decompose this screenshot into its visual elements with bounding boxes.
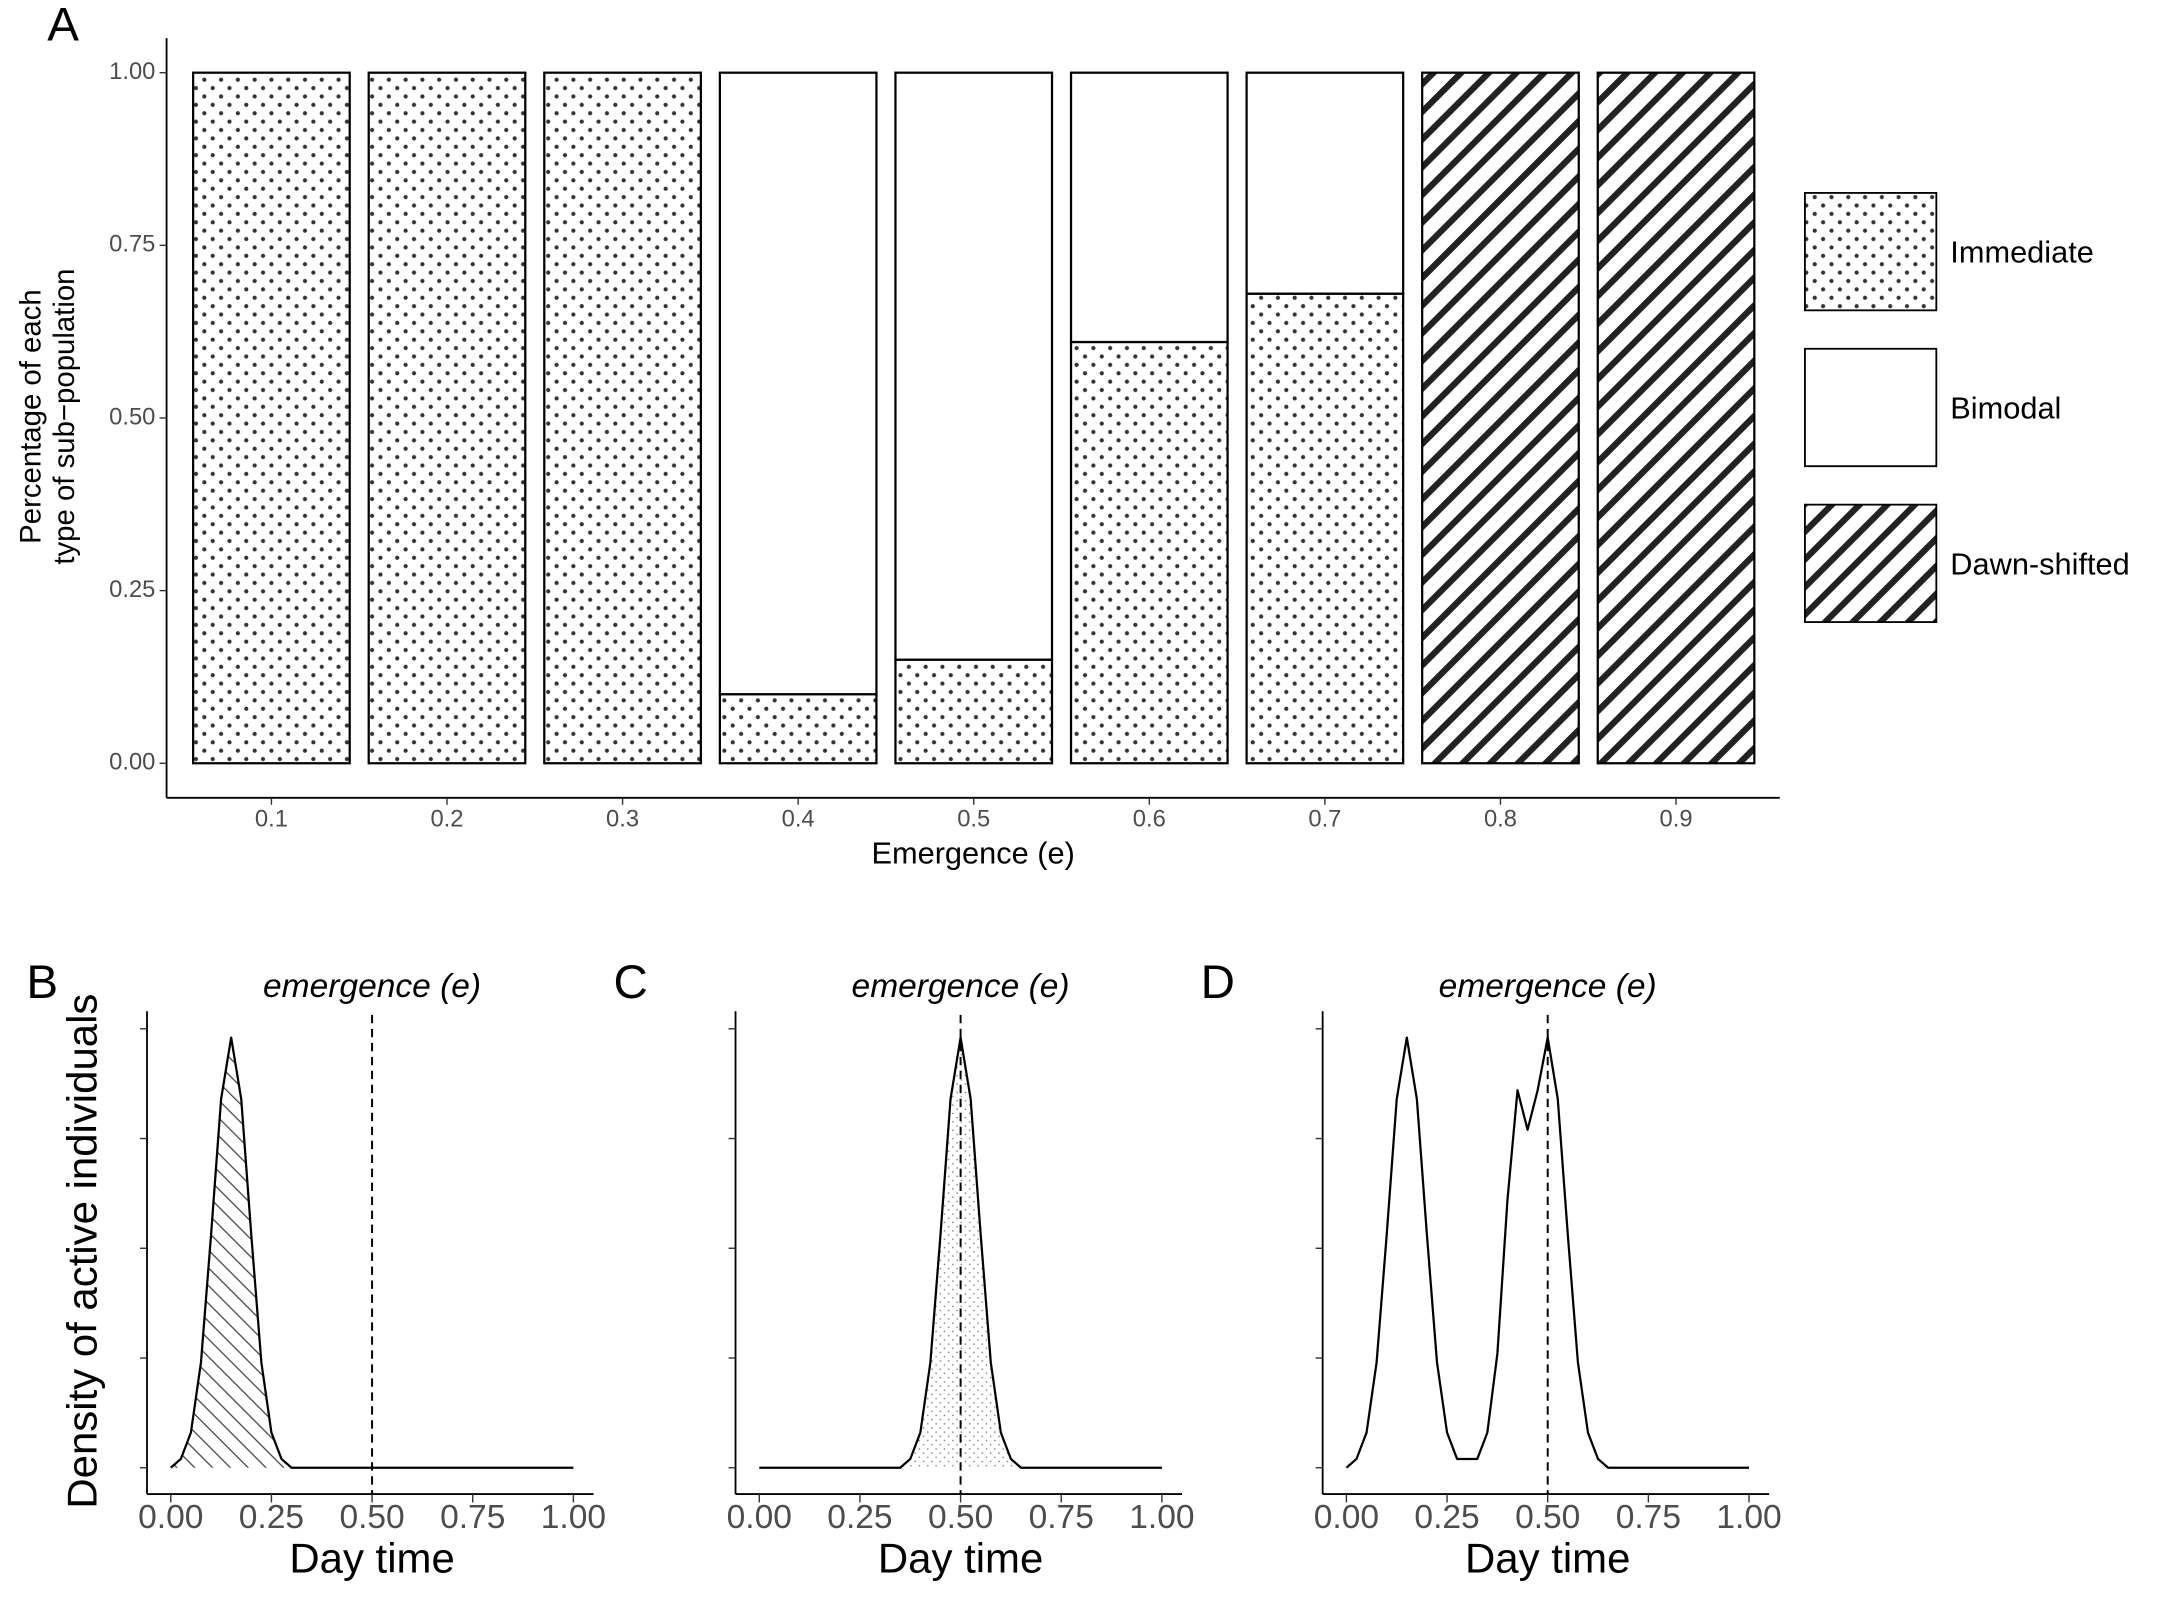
annotation: emergence (e) — [852, 968, 1070, 1005]
x-tick-label: 0.2 — [430, 805, 463, 832]
legend-swatch — [1804, 503, 1938, 623]
x-tick-label: 0.3 — [606, 805, 639, 832]
x-tick-label: 1.00 — [1716, 1499, 1781, 1536]
bar-segment — [192, 71, 351, 765]
panel-label: A — [47, 0, 79, 52]
x-tick-label: 1.00 — [1129, 1499, 1194, 1536]
x-axis-title: Day time — [1465, 1535, 1630, 1582]
x-axis-title: Emergence (e) — [871, 836, 1074, 871]
x-tick-label: 0.25 — [1414, 1499, 1479, 1536]
bar-segment — [367, 71, 527, 765]
annotation: emergence (e) — [263, 968, 481, 1005]
bar-segment — [1069, 340, 1229, 765]
density-line — [1345, 1036, 1750, 1469]
legend-label: Dawn-shifted — [1950, 546, 2129, 581]
bar-segment — [718, 71, 878, 696]
x-tick-label: 0.00 — [138, 1499, 203, 1536]
legend-swatch — [1804, 192, 1938, 312]
x-tick-label: 0.50 — [1515, 1499, 1580, 1536]
x-tick-label: 0.4 — [782, 805, 815, 832]
legend-swatch — [1804, 347, 1938, 468]
y-tick-label: 0.50 — [109, 403, 155, 430]
area — [170, 1037, 574, 1468]
x-tick-label: 0.50 — [339, 1499, 404, 1536]
x-tick-label: 0.9 — [1660, 805, 1693, 832]
x-tick-label: 0.25 — [239, 1499, 304, 1536]
x-tick-label: 1.00 — [541, 1499, 606, 1536]
x-tick-label: 0.6 — [1133, 805, 1166, 832]
x-tick-label: 0.00 — [727, 1499, 792, 1536]
y-tick-label: 1.00 — [109, 58, 155, 85]
panel-label: C — [614, 956, 648, 1009]
x-tick-label: 0.75 — [1029, 1499, 1094, 1536]
y-tick-label: 0.25 — [109, 576, 155, 603]
x-tick-label: 0.00 — [1314, 1499, 1379, 1536]
bar-segment — [1421, 71, 1580, 765]
x-tick-label: 0.75 — [440, 1499, 505, 1536]
y-tick-label: 0.75 — [109, 231, 155, 258]
bar-segment — [1596, 71, 1756, 765]
panel-label: B — [26, 956, 58, 1009]
y-axis-title-line: Percentage of each — [14, 289, 47, 544]
x-tick-label: 0.8 — [1484, 805, 1517, 832]
bar-segment — [1245, 292, 1405, 765]
legend-label: Immediate — [1950, 235, 2094, 270]
x-tick-label: 0.1 — [255, 805, 288, 832]
legend-label: Bimodal — [1950, 390, 2061, 425]
x-tick-label: 0.50 — [928, 1499, 993, 1536]
bar-segment — [718, 693, 878, 765]
bar-segment — [543, 71, 702, 765]
bar-segment — [894, 658, 1054, 765]
x-axis-title: Day time — [289, 1535, 454, 1582]
x-tick-label: 0.7 — [1308, 805, 1341, 832]
x-tick-label: 0.75 — [1616, 1499, 1681, 1536]
panel-label: D — [1201, 956, 1235, 1009]
bar-segment — [894, 71, 1054, 661]
x-tick-label: 0.5 — [957, 805, 990, 832]
density-line — [759, 1036, 1162, 1469]
y-axis-title: Percentage of eachtype of sub−population — [14, 269, 81, 565]
annotation: emergence (e) — [1439, 968, 1657, 1005]
y-axis-title-line: type of sub−population — [48, 269, 81, 565]
y-tick-label: 0.00 — [109, 749, 155, 776]
bar-segment — [1245, 71, 1405, 295]
y-axis-title: Density of active individuals — [59, 994, 106, 1509]
x-tick-label: 0.25 — [827, 1499, 892, 1536]
bar-segment — [1069, 71, 1229, 344]
x-axis-title: Day time — [878, 1535, 1043, 1582]
